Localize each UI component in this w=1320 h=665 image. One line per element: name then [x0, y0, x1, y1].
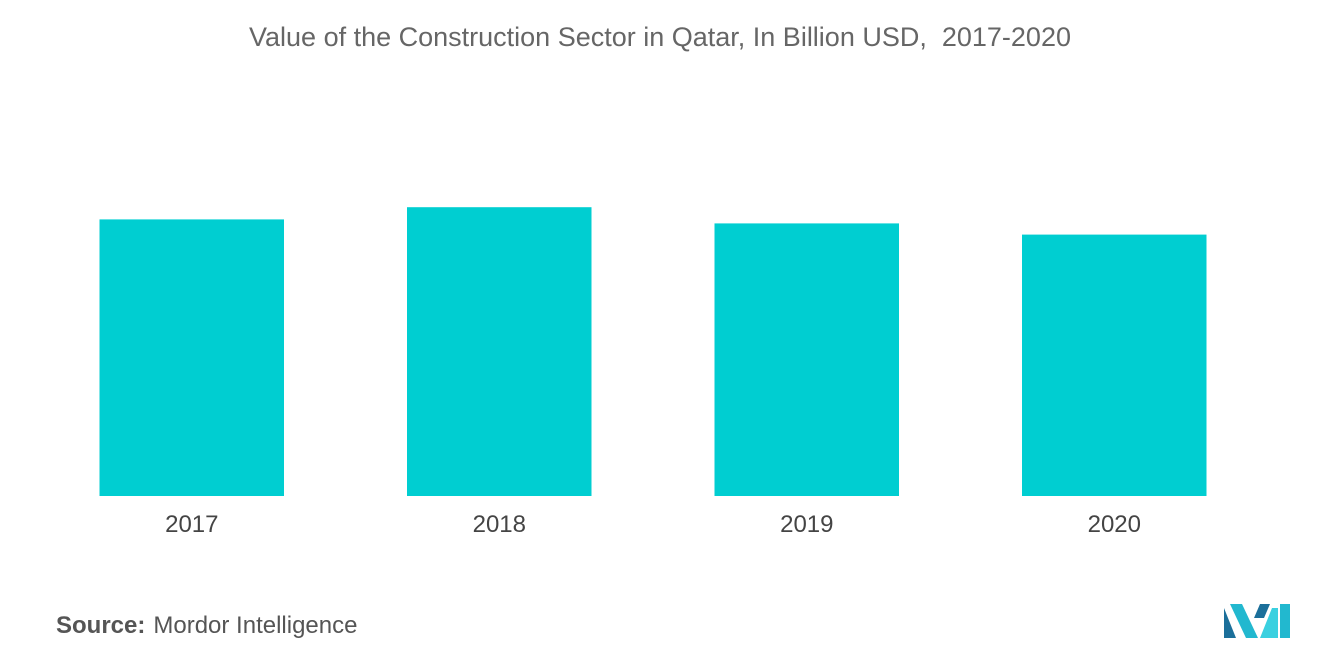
x-tick-label-2017: 2017 — [165, 511, 218, 538]
bars-layer — [99, 207, 1207, 496]
x-tick-label-2020: 2020 — [1088, 511, 1141, 538]
x-tick-labels: 2017 2018 2019 2020 — [165, 511, 1141, 538]
bar-2017 — [99, 219, 284, 496]
bar-2018 — [407, 207, 592, 496]
source-text: Mordor Intelligence — [153, 612, 358, 639]
mordor-intelligence-logo-icon — [1224, 604, 1290, 638]
bar-2020 — [1022, 234, 1207, 496]
source-label: Source: — [56, 612, 146, 639]
chart-title: Value of the Construction Sector in Qata… — [249, 22, 1071, 52]
x-tick-label-2019: 2019 — [780, 511, 833, 538]
bar-2019 — [714, 223, 899, 496]
source-note: Source: Mordor Intelligence — [56, 612, 357, 640]
x-tick-label-2018: 2018 — [473, 511, 526, 538]
